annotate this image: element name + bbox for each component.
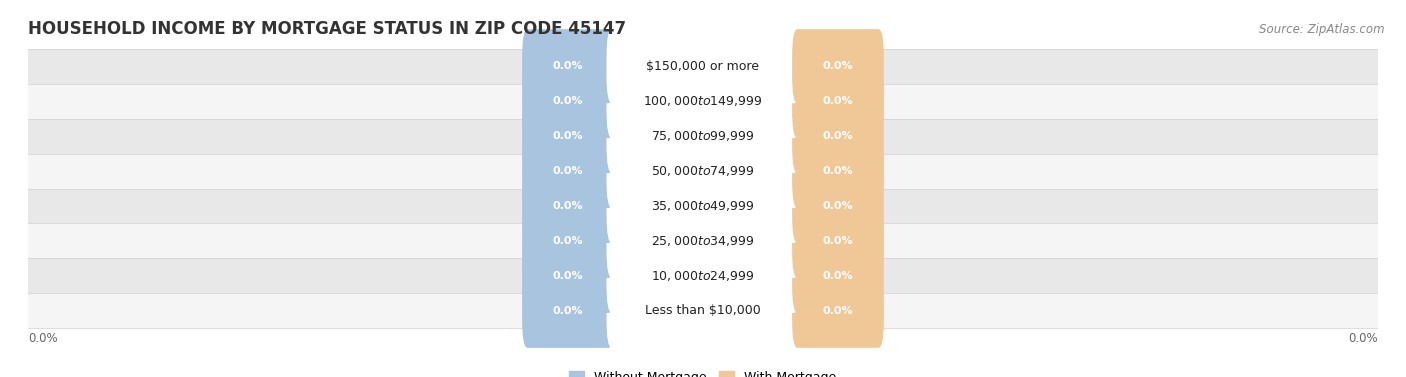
Text: $25,000 to $34,999: $25,000 to $34,999 (651, 234, 755, 248)
FancyBboxPatch shape (792, 134, 884, 208)
Text: Less than $10,000: Less than $10,000 (645, 304, 761, 317)
FancyBboxPatch shape (522, 134, 614, 208)
Text: 0.0%: 0.0% (553, 306, 583, 316)
Bar (28, 119, 1378, 153)
FancyBboxPatch shape (606, 29, 800, 103)
FancyBboxPatch shape (792, 64, 884, 138)
FancyBboxPatch shape (792, 274, 884, 348)
FancyBboxPatch shape (522, 99, 614, 173)
Text: 0.0%: 0.0% (28, 332, 58, 345)
Text: 0.0%: 0.0% (823, 166, 853, 176)
FancyBboxPatch shape (522, 29, 614, 103)
Text: Source: ZipAtlas.com: Source: ZipAtlas.com (1260, 23, 1385, 35)
Text: 0.0%: 0.0% (823, 201, 853, 211)
Text: $150,000 or more: $150,000 or more (647, 60, 759, 73)
FancyBboxPatch shape (522, 169, 614, 243)
FancyBboxPatch shape (522, 204, 614, 278)
FancyBboxPatch shape (606, 239, 800, 313)
Bar (28, 188, 1378, 224)
Text: 0.0%: 0.0% (1348, 332, 1378, 345)
Text: $35,000 to $49,999: $35,000 to $49,999 (651, 199, 755, 213)
FancyBboxPatch shape (606, 64, 800, 138)
Text: 0.0%: 0.0% (823, 96, 853, 106)
Bar (28, 84, 1378, 119)
Bar (28, 153, 1378, 188)
Text: $100,000 to $149,999: $100,000 to $149,999 (644, 94, 762, 108)
FancyBboxPatch shape (792, 239, 884, 313)
FancyBboxPatch shape (606, 134, 800, 208)
Bar (28, 224, 1378, 258)
Text: 0.0%: 0.0% (553, 201, 583, 211)
Text: 0.0%: 0.0% (823, 236, 853, 246)
Text: 0.0%: 0.0% (553, 271, 583, 281)
Text: 0.0%: 0.0% (553, 131, 583, 141)
Text: 0.0%: 0.0% (553, 166, 583, 176)
Text: 0.0%: 0.0% (823, 61, 853, 71)
Text: $10,000 to $24,999: $10,000 to $24,999 (651, 269, 755, 283)
Legend: Without Mortgage, With Mortgage: Without Mortgage, With Mortgage (564, 366, 842, 377)
FancyBboxPatch shape (606, 169, 800, 243)
Text: 0.0%: 0.0% (823, 271, 853, 281)
FancyBboxPatch shape (606, 204, 800, 278)
FancyBboxPatch shape (606, 274, 800, 348)
Text: $75,000 to $99,999: $75,000 to $99,999 (651, 129, 755, 143)
FancyBboxPatch shape (522, 274, 614, 348)
FancyBboxPatch shape (792, 99, 884, 173)
FancyBboxPatch shape (792, 204, 884, 278)
Bar (28, 293, 1378, 328)
FancyBboxPatch shape (792, 169, 884, 243)
Text: 0.0%: 0.0% (553, 96, 583, 106)
Text: 0.0%: 0.0% (553, 236, 583, 246)
Bar (28, 49, 1378, 84)
Text: HOUSEHOLD INCOME BY MORTGAGE STATUS IN ZIP CODE 45147: HOUSEHOLD INCOME BY MORTGAGE STATUS IN Z… (28, 20, 626, 38)
Text: 0.0%: 0.0% (823, 131, 853, 141)
Text: 0.0%: 0.0% (823, 306, 853, 316)
Bar (28, 258, 1378, 293)
FancyBboxPatch shape (522, 239, 614, 313)
FancyBboxPatch shape (792, 29, 884, 103)
FancyBboxPatch shape (522, 64, 614, 138)
Text: 0.0%: 0.0% (553, 61, 583, 71)
Text: $50,000 to $74,999: $50,000 to $74,999 (651, 164, 755, 178)
FancyBboxPatch shape (606, 99, 800, 173)
